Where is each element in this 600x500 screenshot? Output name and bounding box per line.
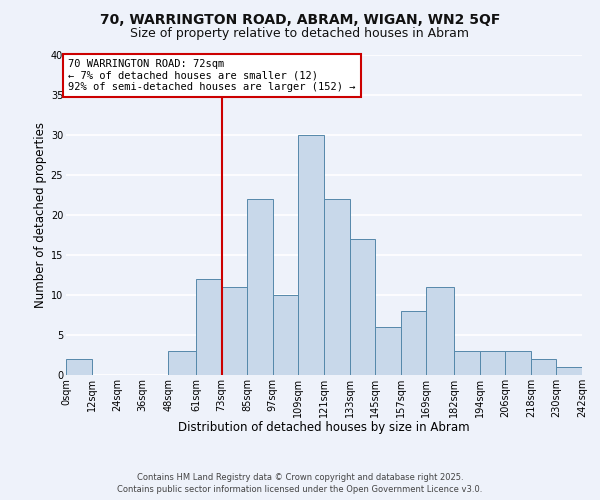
Bar bbox=[375, 327, 401, 375]
Bar bbox=[479, 351, 505, 375]
Bar bbox=[531, 359, 556, 375]
Text: Contains HM Land Registry data © Crown copyright and database right 2025.
Contai: Contains HM Land Registry data © Crown c… bbox=[118, 472, 482, 494]
Bar bbox=[169, 351, 196, 375]
Bar bbox=[350, 239, 375, 375]
Bar bbox=[556, 367, 582, 375]
Bar bbox=[273, 295, 298, 375]
X-axis label: Distribution of detached houses by size in Abram: Distribution of detached houses by size … bbox=[178, 422, 470, 434]
Bar bbox=[247, 199, 273, 375]
Bar bbox=[298, 135, 324, 375]
Text: 70, WARRINGTON ROAD, ABRAM, WIGAN, WN2 5QF: 70, WARRINGTON ROAD, ABRAM, WIGAN, WN2 5… bbox=[100, 12, 500, 26]
Text: 70 WARRINGTON ROAD: 72sqm
← 7% of detached houses are smaller (12)
92% of semi-d: 70 WARRINGTON ROAD: 72sqm ← 7% of detach… bbox=[68, 59, 356, 92]
Bar bbox=[427, 287, 454, 375]
Bar bbox=[505, 351, 531, 375]
Bar bbox=[221, 287, 247, 375]
Bar bbox=[401, 311, 427, 375]
Bar bbox=[454, 351, 479, 375]
Bar bbox=[324, 199, 350, 375]
Bar bbox=[196, 279, 221, 375]
Y-axis label: Number of detached properties: Number of detached properties bbox=[34, 122, 47, 308]
Bar bbox=[66, 359, 92, 375]
Text: Size of property relative to detached houses in Abram: Size of property relative to detached ho… bbox=[131, 28, 470, 40]
